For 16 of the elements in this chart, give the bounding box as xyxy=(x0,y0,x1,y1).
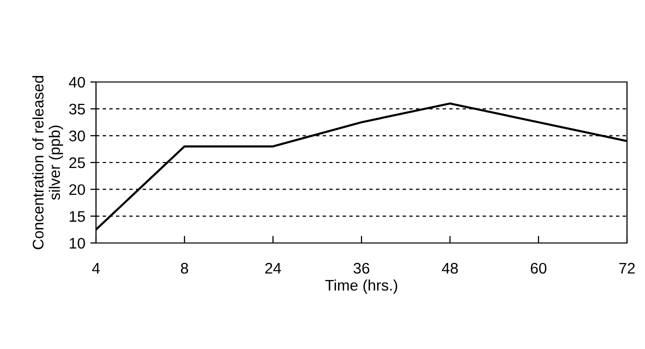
x-tick-label: 48 xyxy=(442,262,458,274)
y-tick-label: 40 xyxy=(68,76,85,88)
x-tick-label: 72 xyxy=(619,262,635,274)
y-tick-label: 35 xyxy=(69,104,85,115)
y-tick-label: 25 xyxy=(69,157,85,168)
y-tick-label: 20 xyxy=(69,184,85,196)
y-tick-label: 15 xyxy=(70,211,85,222)
x-tick-label: 60 xyxy=(530,262,546,274)
x-tick-label: 4 xyxy=(92,263,100,274)
x-tick-label: 36 xyxy=(354,262,370,274)
x-tick-label: 24 xyxy=(265,262,282,274)
y-tick-label: 10 xyxy=(70,238,85,249)
x-tick-label: 8 xyxy=(180,262,188,274)
y-tick-label: 30 xyxy=(69,130,85,142)
x-axis-title: Time (hrs.) xyxy=(325,279,398,294)
y-axis-title: Concentration of released silver (ppb) xyxy=(32,76,64,250)
